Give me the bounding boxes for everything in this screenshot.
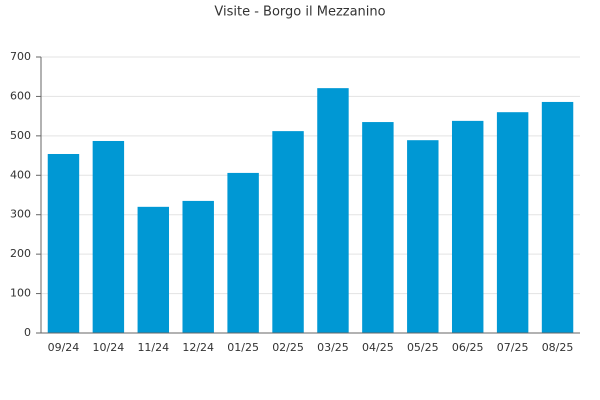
x-tick-label: 05/25 xyxy=(407,341,439,354)
y-tick-label: 200 xyxy=(10,247,31,260)
bar xyxy=(92,140,125,333)
bar xyxy=(182,200,214,333)
x-tick-label: 10/24 xyxy=(93,341,125,354)
x-tick-label: 03/25 xyxy=(317,341,349,354)
bar xyxy=(272,131,304,333)
bar xyxy=(227,172,259,333)
chart-title: Visite - Borgo il Mezzanino xyxy=(214,5,385,20)
y-tick-label: 600 xyxy=(10,89,31,102)
x-tick-label: 01/25 xyxy=(227,341,259,354)
x-tick-label: 04/25 xyxy=(362,341,394,354)
bar xyxy=(137,206,170,333)
bar xyxy=(496,112,529,333)
y-tick-label: 0 xyxy=(24,326,31,339)
y-tick-label: 100 xyxy=(10,287,31,300)
y-tick-label: 300 xyxy=(10,208,31,221)
x-tick-label: 02/25 xyxy=(272,341,304,354)
bar xyxy=(541,101,574,333)
bar xyxy=(451,120,484,333)
y-tick-label: 400 xyxy=(10,168,31,181)
bar xyxy=(407,140,439,333)
x-tick-label: 06/25 xyxy=(452,341,484,354)
x-tick-label: 07/25 xyxy=(497,341,529,354)
x-tick-label: 09/24 xyxy=(48,341,80,354)
x-tick-label: 08/25 xyxy=(542,341,574,354)
y-tick-label: 500 xyxy=(10,129,31,142)
x-tick-label: 12/24 xyxy=(182,341,214,354)
x-tick-label: 11/24 xyxy=(137,341,169,354)
bar xyxy=(362,122,394,333)
bar xyxy=(317,88,349,333)
bar xyxy=(47,153,80,333)
y-tick-label: 700 xyxy=(10,50,31,63)
